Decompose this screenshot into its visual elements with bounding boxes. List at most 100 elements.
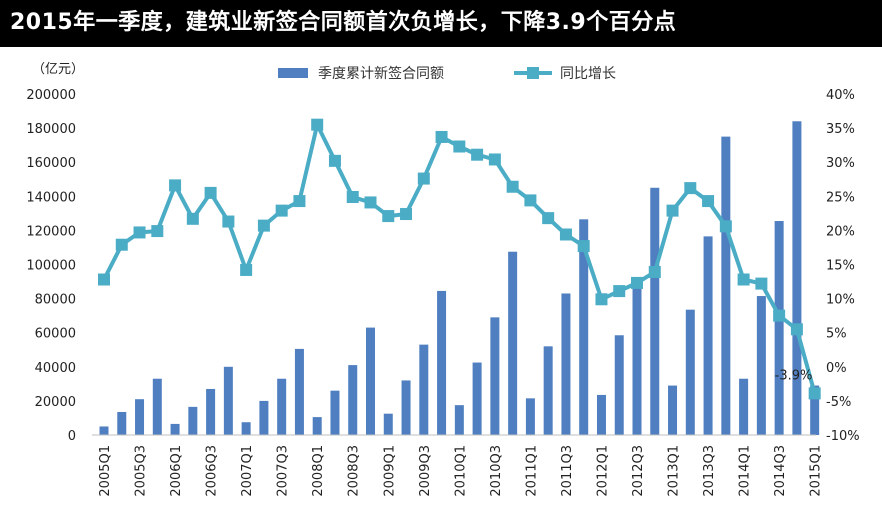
bar-2005Q2 xyxy=(117,411,127,435)
x-tick-label: 2009Q3 xyxy=(418,445,433,497)
y-right-tick-label: 30% xyxy=(826,156,855,171)
x-tick-label: 2013Q1 xyxy=(667,445,682,497)
growth-point-2013Q2 xyxy=(684,182,697,195)
bar-2013Q1 xyxy=(668,385,678,435)
chart-title: 2015年一季度，建筑业新签合同额首次负增长，下降3.9个百分点 xyxy=(10,10,677,35)
bar-2010Q4 xyxy=(508,251,518,435)
legend-line-marker xyxy=(527,67,539,79)
x-tick-label: 2006Q1 xyxy=(169,445,184,497)
bar-2014Q4 xyxy=(792,121,802,435)
bar-2006Q2 xyxy=(188,406,198,435)
x-tick-label: 2013Q3 xyxy=(702,445,717,497)
y-left-tick-label: 180000 xyxy=(26,122,76,137)
bar-2007Q2 xyxy=(259,400,269,435)
bar-2013Q4 xyxy=(721,136,731,435)
y-right-tick-label: 40% xyxy=(826,88,855,103)
y-left-tick-label: 60000 xyxy=(35,327,76,342)
growth-point-2011Q4 xyxy=(577,240,590,253)
y-left-tick-label: 80000 xyxy=(35,293,76,308)
growth-point-2013Q4 xyxy=(719,220,732,233)
growth-point-2014Q2 xyxy=(755,277,768,290)
growth-point-2011Q3 xyxy=(559,228,572,241)
bar-2011Q2 xyxy=(543,346,553,435)
bar-2008Q3 xyxy=(348,365,358,435)
growth-point-2007Q3 xyxy=(275,204,288,217)
legend-bar-label: 季度累计新签合同额 xyxy=(318,65,444,82)
y-left-tick-label: 100000 xyxy=(26,259,76,274)
bar-2005Q1 xyxy=(99,426,109,435)
y-right-tick-label: 25% xyxy=(826,190,855,205)
growth-point-2008Q3 xyxy=(346,190,359,203)
x-tick-label: 2012Q1 xyxy=(595,445,610,497)
bars-group xyxy=(99,121,820,435)
bar-2006Q1 xyxy=(170,423,180,435)
y-right-tick-label: 5% xyxy=(826,327,847,342)
chart-canvas: 2000001800001600001400001200001000008000… xyxy=(26,62,860,497)
bar-2011Q3 xyxy=(561,293,571,435)
growth-point-2015Q1 xyxy=(808,387,821,400)
annotations: -3.9% xyxy=(775,368,813,383)
x-tick-label: 2008Q3 xyxy=(347,445,362,497)
growth-point-2012Q1 xyxy=(595,293,608,306)
bar-2013Q2 xyxy=(685,309,695,435)
annotation-label: -3.9% xyxy=(775,368,813,383)
bar-2008Q2 xyxy=(330,390,340,435)
legend-bar-swatch xyxy=(278,68,308,78)
growth-point-2008Q4 xyxy=(364,196,377,209)
bar-2008Q1 xyxy=(312,417,322,435)
bar-2006Q3 xyxy=(206,388,216,435)
y-right-tick-label: 20% xyxy=(826,224,855,239)
x-tick-label: 2010Q3 xyxy=(489,445,504,497)
growth-point-2009Q1 xyxy=(382,210,395,223)
growth-point-2010Q2 xyxy=(471,148,484,161)
growth-point-2009Q4 xyxy=(435,130,448,143)
growth-point-2014Q4 xyxy=(790,323,803,336)
y-left-tick-label: 20000 xyxy=(35,395,76,410)
bar-2014Q3 xyxy=(774,221,784,435)
x-tick-label: 2014Q1 xyxy=(738,445,753,497)
y-left-tick-label: 40000 xyxy=(35,361,76,376)
x-tick-label: 2005Q3 xyxy=(134,445,149,497)
bar-2007Q1 xyxy=(241,422,251,435)
y-right-tick-label: -5% xyxy=(826,395,851,410)
y-right-tick-label: -10% xyxy=(826,429,860,444)
growth-point-2012Q3 xyxy=(631,276,644,289)
bar-2007Q3 xyxy=(277,378,287,435)
y-right-tick-label: 0% xyxy=(826,361,847,376)
growth-point-2008Q2 xyxy=(328,154,341,167)
y-left-tick-label: 160000 xyxy=(26,156,76,171)
growth-point-2009Q2 xyxy=(400,208,413,221)
growth-point-2011Q2 xyxy=(542,212,555,225)
x-tick-label: 2008Q1 xyxy=(311,445,326,497)
growth-point-2005Q3 xyxy=(133,226,146,239)
bar-2010Q1 xyxy=(454,405,464,435)
bar-2012Q1 xyxy=(596,394,606,435)
y-left-tick-label: 120000 xyxy=(26,224,76,239)
growth-point-2014Q3 xyxy=(773,309,786,322)
y-left-tick-label: 0 xyxy=(68,429,76,444)
growth-point-2012Q4 xyxy=(648,266,661,279)
x-tick-label: 2007Q3 xyxy=(276,445,291,497)
growth-point-2005Q1 xyxy=(98,273,110,286)
x-tick-label: 2011Q3 xyxy=(560,445,575,497)
y-left-tick-label: 200000 xyxy=(26,88,76,103)
x-tick-label: 2007Q1 xyxy=(240,445,255,497)
bar-2012Q3 xyxy=(632,279,642,435)
bar-2011Q1 xyxy=(525,398,535,435)
bar-2011Q4 xyxy=(579,219,589,435)
growth-point-2007Q2 xyxy=(257,219,270,232)
x-tick-label: 2012Q3 xyxy=(631,445,646,497)
growth-point-2006Q1 xyxy=(169,179,182,192)
growth-point-2007Q4 xyxy=(293,195,306,208)
growth-point-2009Q3 xyxy=(417,172,430,185)
line-group xyxy=(98,118,821,400)
growth-point-2011Q1 xyxy=(524,194,537,207)
bar-2013Q3 xyxy=(703,236,713,435)
x-tick-label: 2006Q3 xyxy=(205,445,220,497)
bar-2010Q2 xyxy=(472,362,482,435)
growth-point-2010Q1 xyxy=(453,140,466,153)
legend-line-label: 同比增长 xyxy=(560,66,616,82)
bar-2012Q2 xyxy=(614,335,624,435)
x-tick-label: 2009Q1 xyxy=(382,445,397,497)
